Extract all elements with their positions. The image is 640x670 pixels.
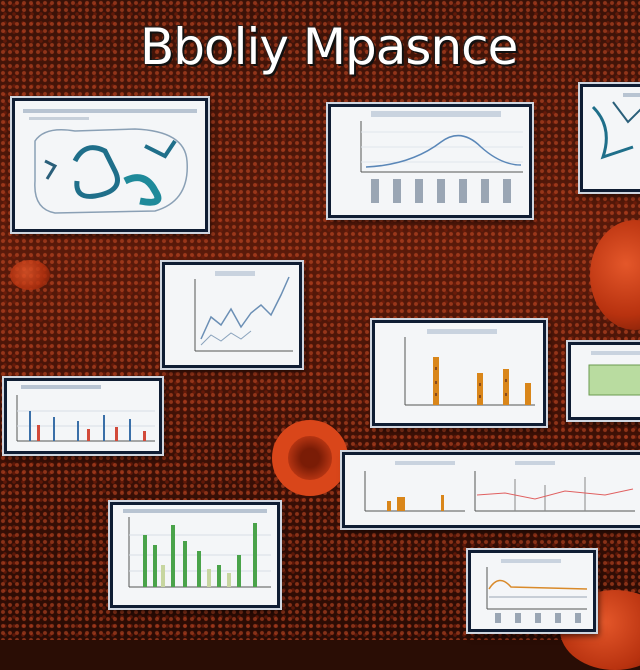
page-title: Bboliy Mpasnce [140,18,518,76]
bar-chart-green [123,509,271,588]
line-chart-bottom [486,559,588,623]
cell-ring-center [272,420,348,496]
diagram-panel-top-right [580,84,640,192]
cell-blob-small-left [10,260,50,290]
line-chart-top [360,111,523,203]
bar-chart-panel-green [110,502,280,608]
bar-chart-panel-orange [372,320,546,426]
bar-chart-orange [404,329,535,406]
bar-chart-panel-left [4,378,162,454]
pathway-diagram [23,109,197,214]
bar-chart-left [16,385,155,442]
line-chart-middle [194,271,293,352]
area-chart-green [588,351,640,396]
diagram-panel-top-left [12,98,208,232]
line-chart-panel-middle [162,262,302,368]
area-chart-panel-green [568,342,640,420]
line-chart-panel-bottom [468,550,596,632]
line-chart-panel-top [328,104,532,218]
pathway-diagram-right [591,93,640,160]
wide-chart [364,461,635,512]
wide-chart-panel [342,452,640,528]
